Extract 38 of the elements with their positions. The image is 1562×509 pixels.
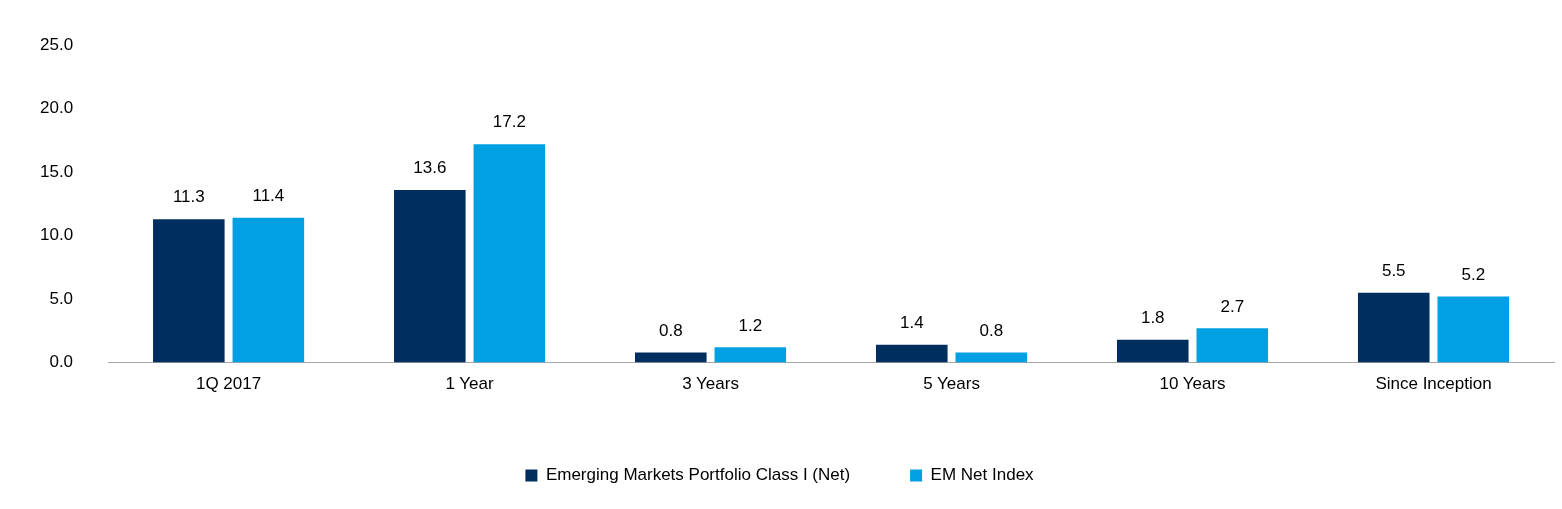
data-label: 0.8 xyxy=(658,320,683,340)
x-tick-label: 1 Year xyxy=(445,374,495,394)
y-tick-label: 20.0 xyxy=(39,98,74,118)
bar xyxy=(394,189,466,363)
y-tick-label: 15.0 xyxy=(39,161,74,181)
bar xyxy=(1437,296,1510,363)
bar xyxy=(714,347,787,363)
x-tick-label: Since Inception xyxy=(1375,374,1492,394)
x-tick-label: 5 Years xyxy=(923,374,980,394)
data-label: 2.7 xyxy=(1220,296,1245,316)
data-label: 1.4 xyxy=(899,313,924,333)
bar xyxy=(473,144,546,363)
y-tick-label: 10.0 xyxy=(39,225,74,245)
bar xyxy=(875,344,948,363)
y-tick-label: 0.0 xyxy=(49,352,74,372)
data-label: 11.4 xyxy=(252,186,285,206)
legend-label: Emerging Markets Portfolio Class I (Net) xyxy=(545,465,851,485)
bar xyxy=(232,217,305,363)
data-label: 11.3 xyxy=(172,187,205,207)
x-tick-label: 3 Years xyxy=(682,374,739,394)
bar xyxy=(1196,328,1269,363)
data-label: 0.8 xyxy=(979,320,1004,340)
y-tick-label: 5.0 xyxy=(49,288,74,308)
bar xyxy=(635,352,707,363)
data-label: 13.6 xyxy=(413,158,447,178)
data-label: 1.8 xyxy=(1140,307,1165,327)
bar xyxy=(153,219,225,363)
bar xyxy=(1357,292,1430,363)
legend-label: EM Net Index xyxy=(930,465,1035,485)
data-label: 5.5 xyxy=(1381,260,1406,280)
data-label: 17.2 xyxy=(492,112,526,132)
x-tick-label: 10 Years xyxy=(1159,374,1226,394)
x-tick-label: 1Q 2017 xyxy=(195,374,262,394)
bar xyxy=(1116,339,1189,363)
data-label: 1.2 xyxy=(738,315,763,335)
bar xyxy=(955,352,1028,363)
data-label: 5.2 xyxy=(1461,264,1486,284)
y-tick-label: 25.0 xyxy=(39,34,74,54)
